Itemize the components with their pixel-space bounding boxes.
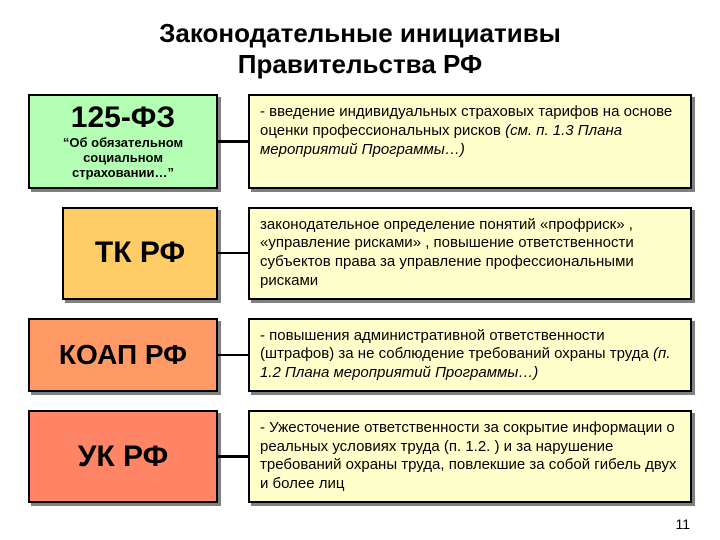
right-box-2: законодательное определение понятий «про… <box>248 207 692 300</box>
left-main-125fz: 125-ФЗ <box>71 102 175 134</box>
left-main-koap: КОАП РФ <box>59 340 187 369</box>
left-box-tkrf: ТК РФ <box>62 207 218 300</box>
left-box-ukrf: УК РФ <box>28 410 218 503</box>
right-box-1: - введение индивидуальных страховых тари… <box>248 94 692 188</box>
slide-title: Законодательные инициативы Правительства… <box>28 18 692 80</box>
connector-3 <box>218 318 248 392</box>
right-box-4: - Ужесточение ответственности за сокрыти… <box>248 410 692 503</box>
connector-4 <box>218 410 248 503</box>
connector-2 <box>218 207 248 300</box>
right-text-2: законодательное определение понятий «про… <box>260 216 634 289</box>
title-line-1: Законодательные инициативы <box>159 18 561 48</box>
row-125fz: 125-ФЗ “Об обязательном социальном страх… <box>28 94 692 188</box>
connector-1 <box>218 94 248 188</box>
diagram-rows: 125-ФЗ “Об обязательном социальном страх… <box>28 94 692 503</box>
left-main-tkrf: ТК РФ <box>95 237 185 269</box>
row-ukrf: УК РФ - Ужесточение ответственности за с… <box>28 410 692 503</box>
left-sub-125fz: “Об обязательном социальном страховании…… <box>38 136 208 181</box>
left-box-koap: КОАП РФ <box>28 318 218 392</box>
page-number: 11 <box>675 516 690 532</box>
right-text-4: - Ужесточение ответственности за сокрыти… <box>260 419 677 492</box>
left-main-ukrf: УК РФ <box>78 441 169 473</box>
title-line-2: Правительства РФ <box>238 49 482 79</box>
left-box-125fz: 125-ФЗ “Об обязательном социальном страх… <box>28 94 218 188</box>
row-tkrf: ТК РФ законодательное определение поняти… <box>28 207 692 300</box>
row-koap: КОАП РФ - повышения административной отв… <box>28 318 692 392</box>
right-text-3: - повышения административной ответственн… <box>260 327 653 363</box>
right-box-3: - повышения административной ответственн… <box>248 318 692 392</box>
